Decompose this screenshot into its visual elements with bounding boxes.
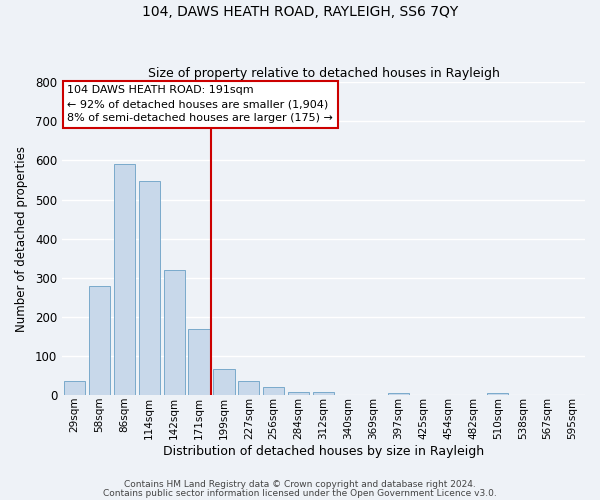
Bar	[487, 393, 508, 396]
Bar	[114, 164, 135, 396]
Bar	[64, 380, 85, 396]
Text: 104, DAWS HEATH ROAD, RAYLEIGH, SS6 7QY: 104, DAWS HEATH ROAD, RAYLEIGH, SS6 7QY	[142, 5, 458, 19]
Bar	[214, 369, 235, 396]
Bar	[313, 392, 334, 396]
Y-axis label: Number of detached properties: Number of detached properties	[15, 146, 28, 332]
Text: Contains public sector information licensed under the Open Government Licence v3: Contains public sector information licen…	[103, 488, 497, 498]
Bar	[188, 329, 209, 396]
Title: Size of property relative to detached houses in Rayleigh: Size of property relative to detached ho…	[148, 66, 499, 80]
Bar	[263, 387, 284, 396]
Text: Contains HM Land Registry data © Crown copyright and database right 2024.: Contains HM Land Registry data © Crown c…	[124, 480, 476, 489]
Bar	[164, 270, 185, 396]
Bar	[288, 392, 309, 396]
Text: 104 DAWS HEATH ROAD: 191sqm
← 92% of detached houses are smaller (1,904)
8% of s: 104 DAWS HEATH ROAD: 191sqm ← 92% of det…	[67, 85, 333, 123]
Bar	[89, 286, 110, 396]
Bar	[238, 380, 259, 396]
X-axis label: Distribution of detached houses by size in Rayleigh: Distribution of detached houses by size …	[163, 444, 484, 458]
Bar	[139, 181, 160, 396]
Bar	[388, 393, 409, 396]
